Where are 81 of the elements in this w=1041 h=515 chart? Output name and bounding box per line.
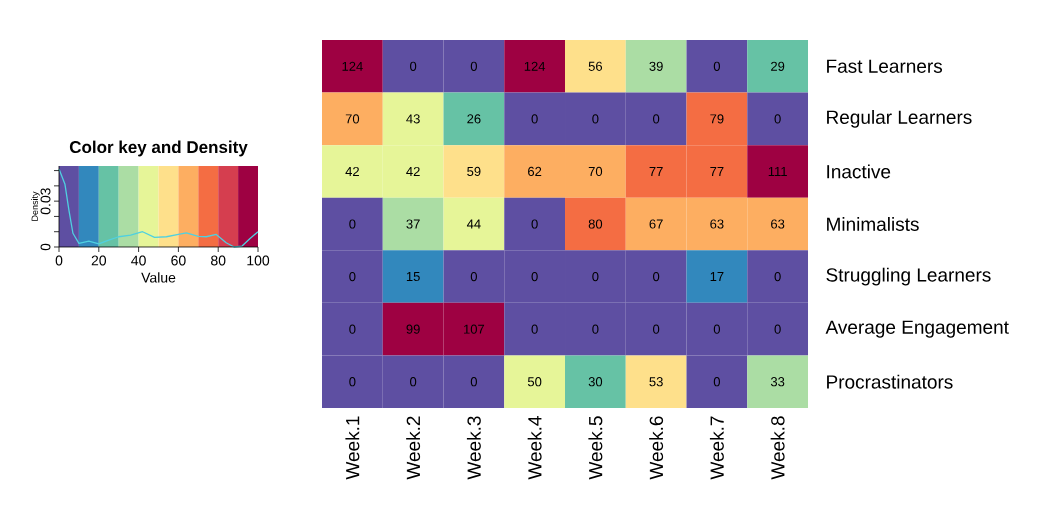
x-tick-label: Week.2 bbox=[406, 416, 421, 480]
data-label: 79 bbox=[710, 114, 724, 124]
data-label: 0 bbox=[713, 324, 720, 334]
data-label: 80 bbox=[588, 219, 603, 229]
data-label: 33 bbox=[770, 377, 785, 387]
x-axis-title: Value bbox=[141, 272, 176, 283]
x-tick-label: 100 bbox=[247, 255, 270, 266]
data-label: 0 bbox=[774, 324, 781, 334]
data-label: 0 bbox=[531, 219, 538, 229]
data-label: 0 bbox=[531, 114, 538, 124]
y-tick-label: Procrastinators bbox=[827, 374, 953, 389]
data-label: 0 bbox=[349, 219, 356, 229]
data-label: 0 bbox=[653, 324, 660, 334]
data-label: 67 bbox=[649, 219, 663, 229]
data-label: 39 bbox=[649, 61, 663, 71]
data-label: 42 bbox=[345, 166, 359, 176]
x-tick-label: 60 bbox=[171, 255, 186, 266]
y-tick-label: Regular Learners bbox=[827, 110, 972, 128]
data-label: 0 bbox=[470, 271, 477, 282]
x-tick-label: 80 bbox=[211, 255, 226, 266]
data-label: 0 bbox=[349, 324, 356, 334]
data-label: 0 bbox=[774, 114, 781, 124]
data-label: 43 bbox=[406, 114, 420, 124]
x-tick-label: Week.5 bbox=[588, 416, 603, 480]
data-label: 70 bbox=[588, 166, 603, 177]
data-label: 42 bbox=[406, 166, 420, 176]
data-label: 77 bbox=[649, 166, 663, 176]
data-label: 0 bbox=[713, 61, 720, 71]
data-label: 0 bbox=[349, 377, 356, 387]
data-label: 63 bbox=[771, 219, 785, 229]
x-tick-label: Week.4 bbox=[527, 416, 542, 480]
x-tick-label: Week.1 bbox=[345, 416, 360, 480]
x-tick-label: 0 bbox=[55, 255, 63, 266]
data-label: 17 bbox=[710, 272, 724, 282]
data-label: 30 bbox=[588, 377, 603, 387]
x-tick-label: Week.7 bbox=[709, 416, 724, 480]
data-label: 99 bbox=[406, 324, 420, 334]
x-tick-label: 40 bbox=[131, 255, 146, 266]
data-label: 0 bbox=[713, 377, 720, 387]
x-tick-label: 20 bbox=[91, 255, 107, 266]
data-label: 0 bbox=[592, 271, 599, 282]
data-label: 0 bbox=[531, 271, 538, 282]
data-label: 111 bbox=[768, 166, 787, 176]
data-label: 50 bbox=[527, 377, 542, 387]
data-label: 26 bbox=[467, 114, 481, 124]
data-label: 124 bbox=[524, 61, 546, 71]
y-tick-label: Inactive bbox=[827, 164, 891, 179]
x-tick-label: Week.3 bbox=[466, 416, 481, 480]
data-label: 107 bbox=[464, 324, 485, 334]
data-label: 37 bbox=[406, 219, 420, 229]
data-label: 0 bbox=[653, 271, 660, 282]
data-label: 0 bbox=[470, 377, 477, 387]
data-label: 44 bbox=[466, 219, 481, 229]
data-label: 53 bbox=[649, 377, 663, 387]
data-label: 0 bbox=[349, 271, 356, 282]
y-tick-label: Minimalists bbox=[827, 217, 919, 231]
y-tick-label: 0.03 bbox=[40, 188, 51, 215]
data-label: 124 bbox=[342, 61, 363, 71]
data-label: 63 bbox=[710, 219, 724, 229]
y-tick-label: Struggling Learners bbox=[826, 267, 991, 286]
data-label: 70 bbox=[345, 114, 360, 124]
data-label: 0 bbox=[531, 324, 538, 334]
data-label: 59 bbox=[467, 166, 481, 177]
y-tick-label: Average Engagement bbox=[825, 320, 1009, 338]
x-tick-label: Week.8 bbox=[770, 416, 785, 480]
data-label: 15 bbox=[406, 272, 420, 282]
y-tick-label: Fast Learners bbox=[827, 59, 943, 73]
data-label: 29 bbox=[771, 61, 785, 71]
y-axis-title: Density bbox=[31, 191, 40, 221]
data-label: 77 bbox=[710, 166, 724, 176]
chart-title: Color key and Density bbox=[69, 140, 248, 157]
data-label: 0 bbox=[470, 61, 477, 71]
data-label: 0 bbox=[410, 377, 417, 387]
data-label: 0 bbox=[653, 114, 660, 124]
data-label: 0 bbox=[592, 114, 599, 124]
data-label: 0 bbox=[592, 324, 599, 334]
data-label: 62 bbox=[528, 166, 542, 177]
x-tick-label: Week.6 bbox=[649, 416, 664, 480]
data-label: 56 bbox=[588, 61, 603, 71]
data-label: 0 bbox=[410, 61, 417, 71]
data-label: 0 bbox=[774, 271, 781, 282]
